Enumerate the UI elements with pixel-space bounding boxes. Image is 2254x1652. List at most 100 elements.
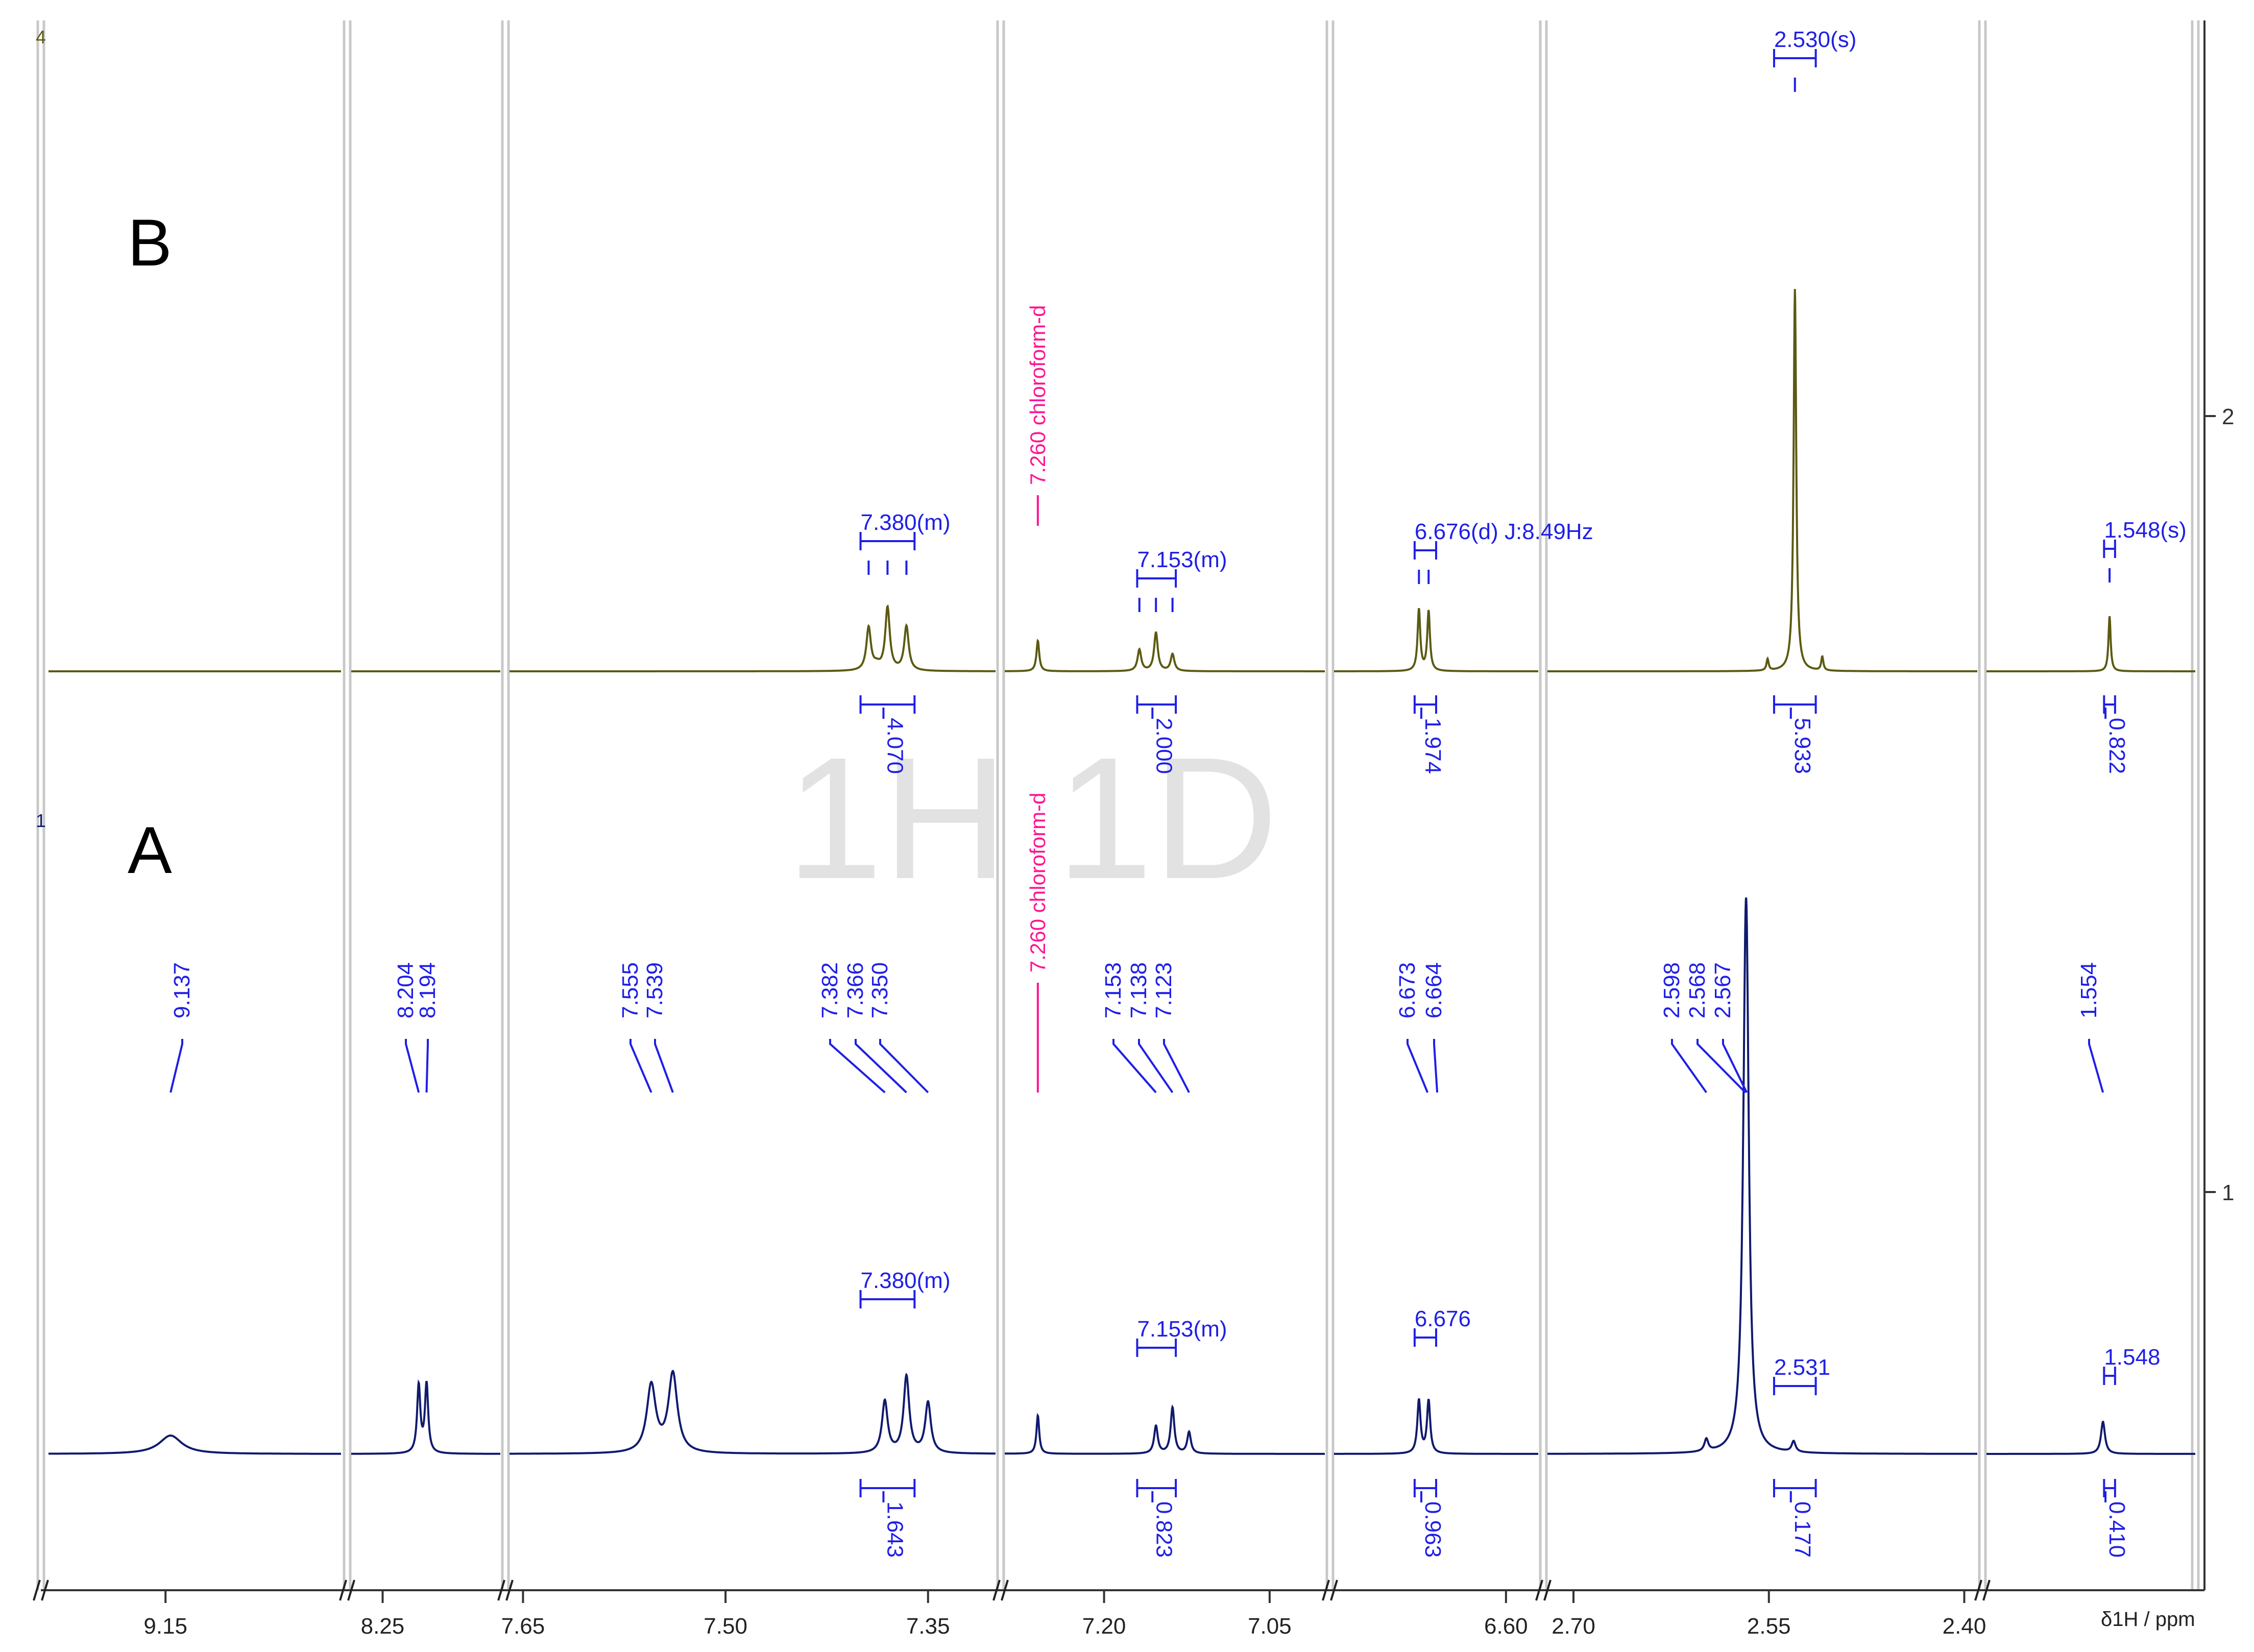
x-axis-tick-label: 8.25 [361,1614,405,1639]
peak-pick-label: 7.350 [867,962,892,1018]
peak-pick-leader [654,1039,674,1093]
spectrum-panel-label: B [128,205,172,280]
x-axis-tick-label: 6.60 [1484,1614,1528,1639]
peak-pick-label: 7.382 [817,962,842,1018]
integral-value: 0.823 [1151,1501,1176,1558]
axis-break-mark [992,1580,1001,1601]
integral-value: 5.933 [1790,718,1815,774]
spectrum-trace-B [1005,631,1325,672]
peak-pick-leader [1433,1039,1439,1093]
spectrum-trace-B [1547,289,1977,672]
solvent-label: 7.260 chloroform-d [1026,305,1050,485]
spectrum-row-number: 4 [36,27,46,47]
axis-break-mark [1982,1580,1991,1601]
peak-pick-leader [2088,1039,2104,1093]
peak-pick-label: 7.153 [1101,962,1126,1018]
peak-pick-label: 8.194 [415,962,440,1018]
peak-pick-label: 7.539 [642,962,667,1018]
watermark: 1H 1D [786,721,1278,915]
integral-value: 4.070 [882,718,907,774]
multiplet-label: 7.153(m) [1137,1317,1227,1342]
axis-break-mark [497,1580,505,1601]
peak-pick-leader [829,1039,886,1094]
peak-pick-leader [629,1039,652,1093]
spectrum-trace-B [1986,616,2195,672]
x-axis-tick-label: 2.70 [1552,1614,1595,1639]
peak-pick-label: 7.138 [1126,962,1151,1018]
peak-pick-leader [405,1039,420,1093]
spectrum-trace-B [1334,608,1538,672]
multiplet-label: 7.380(m) [861,1268,951,1293]
peak-pick-label: 7.123 [1151,962,1176,1018]
axis-break-mark [1535,1580,1543,1601]
axis-break-mark [1330,1580,1338,1601]
x-axis-tick-label: 7.65 [501,1614,545,1639]
peak-pick-leader [425,1039,429,1093]
spectrum-trace-B [510,604,996,672]
peak-pick-label: 8.204 [393,962,418,1018]
multiplet-label: 2.531 [1774,1355,1830,1380]
axis-break-mark [1543,1580,1552,1601]
integral-value: 0.410 [2104,1501,2129,1558]
y-axis-tick-label: 2 [2222,404,2234,429]
peak-pick-label: 7.366 [843,962,868,1018]
spectrum-trace-A [1547,897,1977,1455]
peak-pick-label: 2.567 [1710,962,1735,1018]
axis-break-mark [347,1580,355,1601]
multiplet-label: 7.153(m) [1137,547,1227,572]
peak-pick-label: 6.664 [1421,962,1446,1018]
peak-pick-leader [1722,1039,1748,1093]
peak-pick-leader [169,1039,183,1093]
x-axis-tick-label: 7.50 [704,1614,747,1639]
peak-pick-label: 2.598 [1659,962,1684,1018]
multiplet-label: 7.380(m) [861,510,951,535]
multiplet-label: 1.548(s) [2104,518,2186,543]
peak-pick-leader [879,1039,929,1094]
spectrum-trace-A [1986,1420,2195,1455]
multiplet-label: 6.676 [1415,1306,1471,1331]
peak-pick-leader [1407,1039,1429,1093]
peak-pick-leader [855,1039,907,1094]
integral-value: 0.177 [1790,1501,1815,1558]
axis-break-mark [41,1580,49,1601]
peak-pick-leader [1138,1039,1174,1094]
peak-pick-label: 9.137 [169,962,195,1018]
multiplet-label: 6.676(d) J:8.49Hz [1415,519,1593,544]
integral-value: 2.000 [1151,718,1176,774]
multiplet-label: 2.530(s) [1774,27,1856,52]
axis-break-mark [1001,1580,1009,1601]
peak-pick-label: 1.554 [2076,962,2101,1018]
y-axis-tick-label: 1 [2222,1180,2234,1205]
peak-pick-label: 2.568 [1685,962,1710,1018]
x-axis-tick-label: 7.35 [906,1614,950,1639]
multiplet-label: 1.548 [2104,1345,2160,1370]
spectrum-trace-A [1334,1398,1538,1455]
axis-break-mark [33,1580,41,1601]
peak-pick-label: 7.555 [618,962,643,1018]
axis-break-mark [339,1580,347,1601]
spectrum-trace-A [351,1379,500,1455]
spectrum-row-number: 1 [36,810,46,831]
peak-pick-leader [1112,1039,1157,1094]
integral-value: 1.974 [1420,718,1445,774]
x-axis-unit-label: δ1H / ppm [2101,1608,2195,1631]
peak-pick-leader [1696,1039,1747,1094]
axis-break-mark [505,1580,514,1601]
peak-pick-leader [1163,1039,1190,1093]
integral-value: 1.643 [882,1501,907,1558]
peak-pick-label: 6.673 [1395,962,1420,1018]
solvent-label: 7.260 chloroform-d [1026,792,1050,973]
axis-break-mark [1322,1580,1330,1601]
integral-value: 0.822 [2104,718,2129,774]
spectrum-panel-label: A [128,813,172,887]
x-axis-tick-label: 9.15 [143,1614,187,1639]
x-axis-tick-label: 7.20 [1082,1614,1126,1639]
spectrum-trace-A [510,1370,996,1455]
x-axis-tick-label: 2.55 [1747,1614,1791,1639]
spectrum-trace-A [48,1435,341,1455]
spectrum-trace-A [1005,1404,1325,1455]
x-axis-tick-label: 7.05 [1248,1614,1292,1639]
peak-pick-leader [1671,1039,1707,1094]
x-axis-tick-label: 2.40 [1943,1614,1986,1639]
